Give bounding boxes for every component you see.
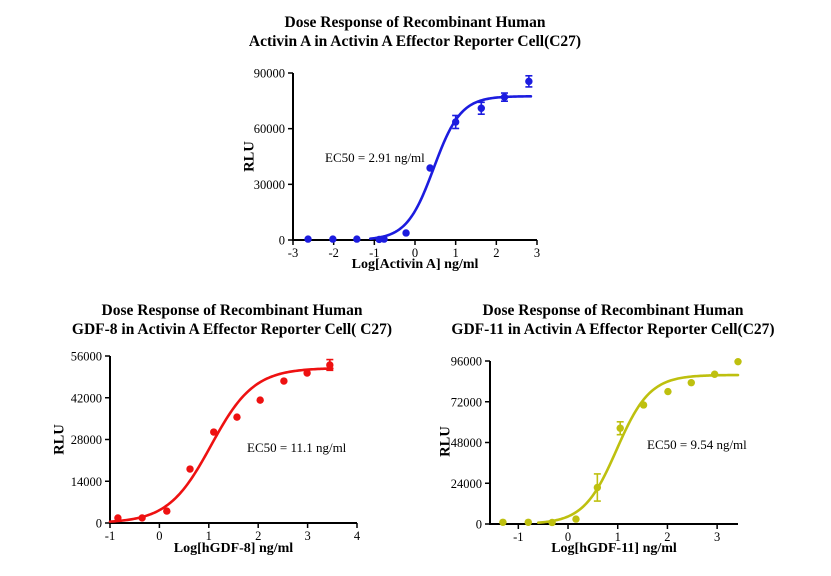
data-point	[256, 396, 264, 404]
data-point	[639, 401, 648, 409]
x-tick-label: -1	[369, 246, 379, 260]
fit-curve	[108, 367, 334, 523]
data-point	[210, 428, 218, 436]
y-tick-label: 56000	[71, 350, 102, 364]
y-tick-label: 48000	[451, 436, 482, 450]
y-tick-label: 96000	[451, 355, 482, 369]
data-point	[710, 370, 719, 378]
fit-curve	[368, 95, 533, 240]
data-point	[687, 379, 695, 387]
data-point	[380, 235, 388, 243]
data-point	[303, 369, 311, 377]
x-tick-label: -3	[288, 246, 298, 260]
x-axis-label: Log[hGDF-8] ng/ml	[173, 541, 294, 556]
data-point	[402, 229, 410, 237]
x-tick-label: 2	[664, 530, 670, 544]
data-point	[304, 235, 312, 243]
data-point	[593, 483, 602, 492]
chart-title-line2: Activin A in Activin A Effector Reporter…	[248, 32, 582, 50]
x-tick-label: -2	[328, 246, 338, 260]
chart-gdf-11: Dose Response of Recombinant Human GDF-11…	[435, 298, 811, 574]
data-point	[163, 507, 171, 515]
x-axis-label: Log[Activin A] ng/ml	[351, 257, 479, 272]
x-tick-label: 3	[714, 530, 720, 544]
x-tick-label: 1	[206, 529, 212, 543]
chart-title-line2: GDF-11 in Activin A Effector Reporter Ce…	[451, 320, 775, 338]
ec50-annotation: EC50 = 2.91 ng/ml	[325, 150, 425, 165]
chart-title: Dose Response of Recombinant Human Activi…	[210, 14, 620, 51]
y-tick-label: 30000	[254, 178, 285, 192]
x-tick-label: 3	[304, 529, 310, 543]
data-point	[616, 424, 624, 432]
data-point	[524, 518, 532, 527]
data-point	[499, 518, 507, 527]
y-tick-label: 24000	[451, 477, 482, 491]
plot-canvas-gdf-11: -1 0 1 2 3 0 24000 48000 72000 96000	[451, 355, 742, 544]
data-point	[477, 104, 485, 112]
y-tick-label: 0	[279, 234, 285, 248]
chart-title: Dose Response of Recombinant Human GDF-8 …	[46, 302, 418, 339]
x-tick-label: 4	[354, 529, 361, 543]
y-tick-label: 42000	[71, 391, 102, 405]
x-tick-label: 0	[412, 246, 418, 260]
y-tick-label: 14000	[71, 475, 102, 489]
data-point	[353, 235, 361, 243]
chart-title-line1: Dose Response of Recombinant Human	[101, 302, 363, 319]
x-tick-label: 2	[493, 246, 499, 260]
x-tick-label: 1	[615, 530, 621, 544]
chart-title-line1: Dose Response of Recombinant Human	[482, 302, 744, 319]
data-point	[572, 515, 580, 523]
ec50-annotation: EC50 = 11.1 ng/ml	[247, 440, 347, 455]
x-tick-label: -1	[105, 529, 115, 543]
y-tick-label: 0	[96, 517, 102, 531]
x-tick-label: -1	[513, 530, 523, 544]
data-point	[664, 387, 672, 396]
x-tick-label: 3	[534, 246, 540, 260]
x-tick-label: 1	[453, 246, 459, 260]
chart-activin-a: Dose Response of Recombinant Human Activi…	[230, 10, 640, 292]
ec50-annotation: EC50 = 9.54 ng/ml	[647, 437, 747, 452]
y-tick-label: 90000	[254, 67, 285, 81]
data-point	[451, 118, 460, 126]
x-tick-label: 2	[255, 529, 261, 543]
y-tick-label: 60000	[254, 122, 285, 136]
data-point	[326, 361, 334, 369]
fit-curve	[536, 373, 740, 524]
data-point	[525, 77, 533, 86]
x-tick-label: 0	[565, 530, 571, 544]
chart-title-line1: Dose Response of Recombinant Human	[284, 14, 546, 31]
chart-title: Dose Response of Recombinant Human GDF-11…	[425, 302, 801, 339]
data-point	[329, 235, 337, 243]
chart-title-line2: GDF-8 in Activin A Effector Reporter Cel…	[71, 320, 393, 338]
data-point	[734, 357, 742, 366]
data-point	[426, 164, 434, 172]
data-point	[138, 514, 146, 522]
x-axis-label: Log[hGDF-11] ng/ml	[551, 541, 677, 556]
x-tick-label: 0	[156, 529, 162, 543]
data-point	[500, 93, 509, 101]
data-point	[233, 413, 241, 421]
plot-canvas-activin-a: -3 -2 -1 0 1 2 3 0 30000 60000 90000	[254, 67, 540, 261]
y-tick-label: 72000	[451, 395, 482, 409]
data-point	[186, 465, 194, 473]
data-point	[114, 514, 122, 522]
data-point	[548, 518, 556, 527]
chart-gdf-8: Dose Response of Recombinant Human GDF-8 …	[52, 298, 427, 574]
y-tick-label: 0	[476, 518, 482, 532]
y-tick-label: 28000	[71, 433, 102, 447]
data-point	[280, 377, 288, 385]
